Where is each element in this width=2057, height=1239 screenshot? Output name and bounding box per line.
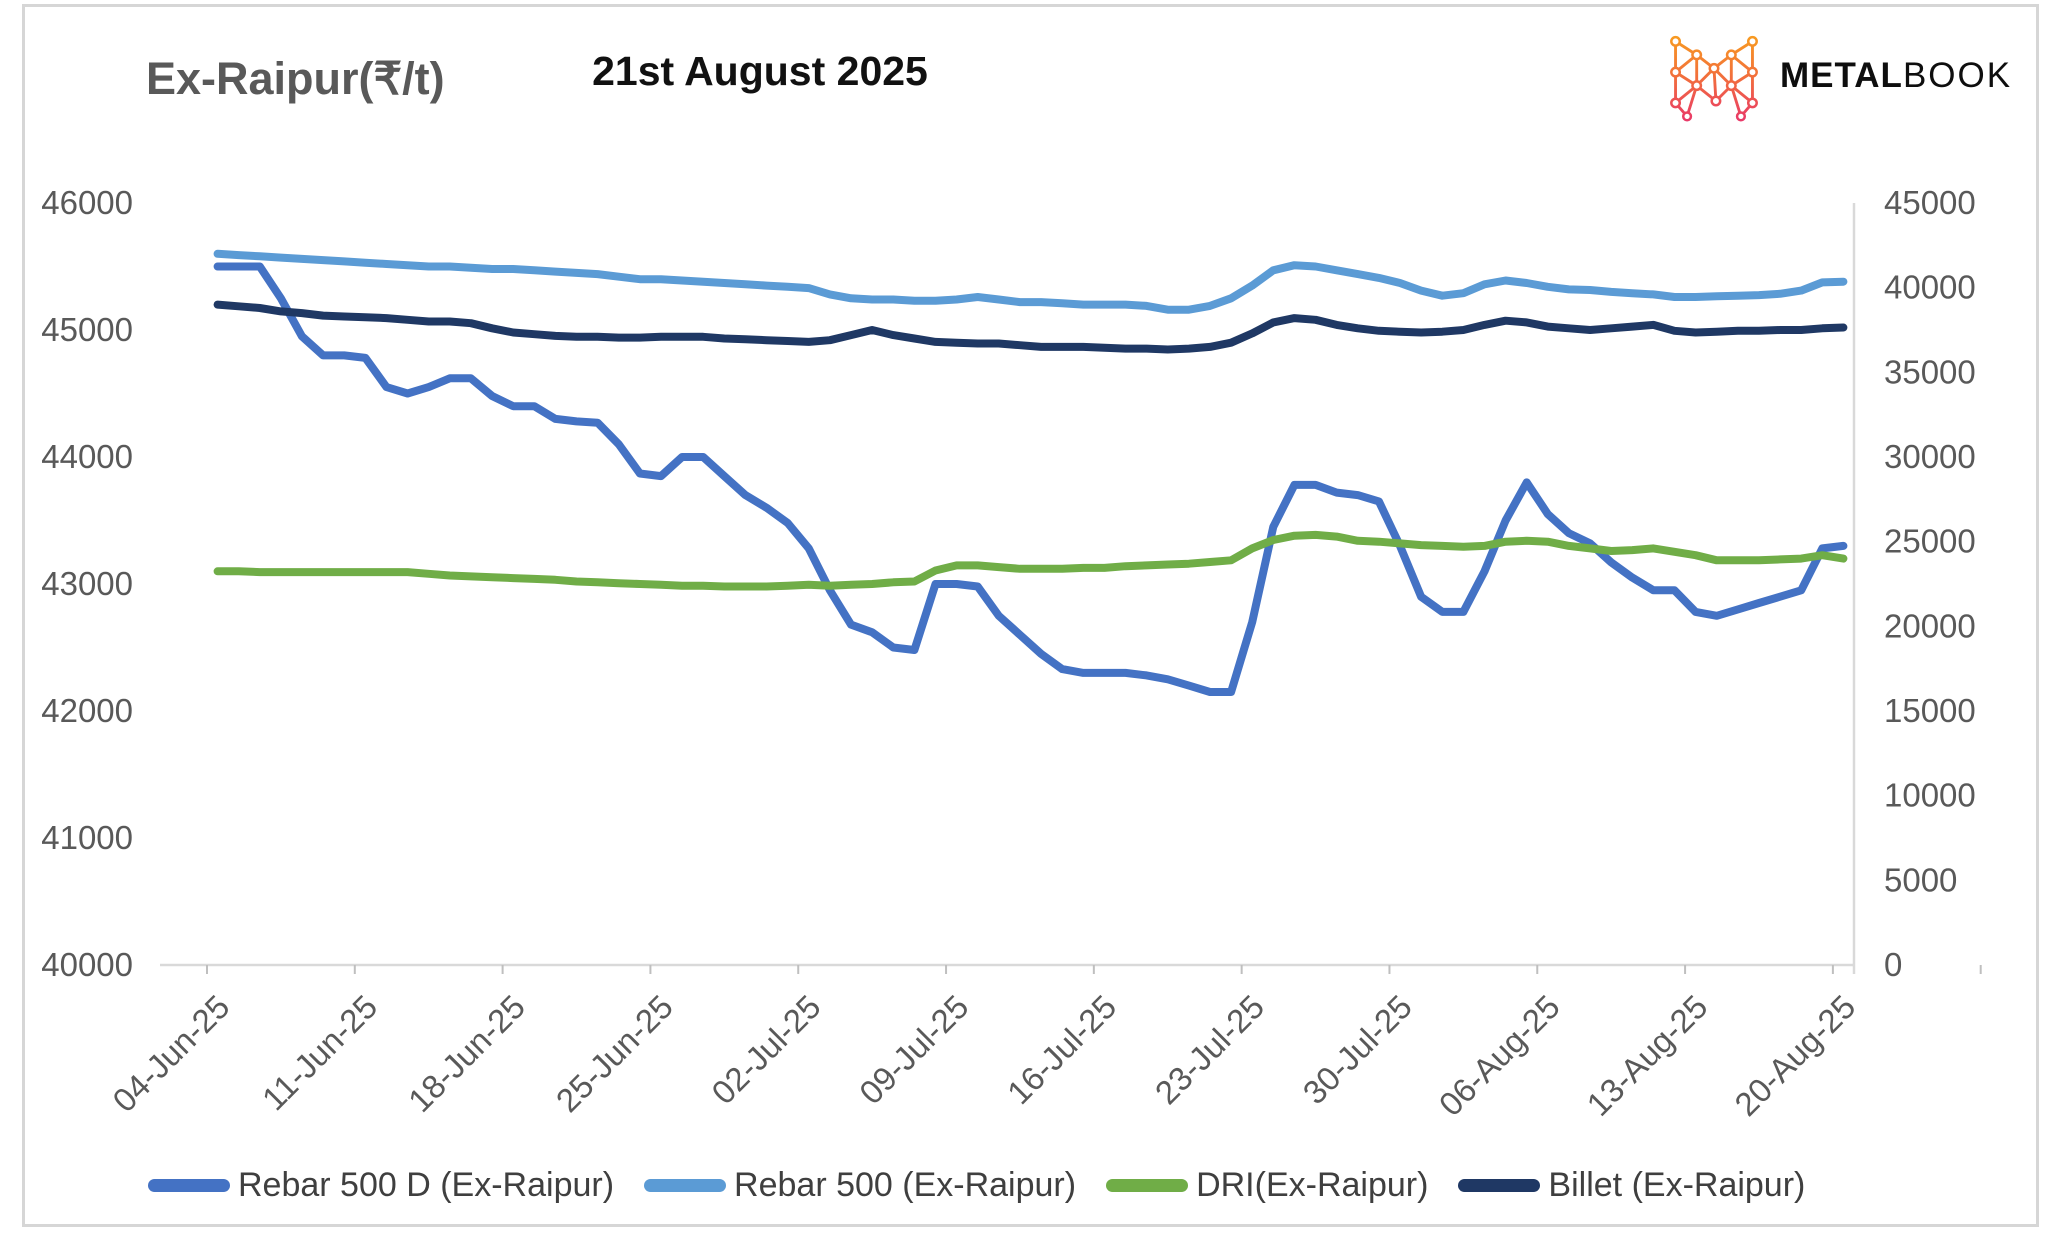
- series-line-dri-ex-raipur: [213, 530, 1848, 591]
- legend-item-dri-ex-raipur: DRI(Ex-Raipur): [1106, 1166, 1428, 1205]
- legend-label: Rebar 500 (Ex-Raipur): [734, 1166, 1077, 1204]
- right-axis-tick-label: 45000: [1884, 184, 1976, 221]
- legend-item-billet-ex-raipur: Billet (Ex-Raipur): [1458, 1166, 1805, 1205]
- left-axis-tick-label: 44000: [41, 438, 133, 475]
- left-axis-tick-label: 41000: [41, 819, 133, 856]
- right-axis-tick-label: 15000: [1884, 692, 1976, 729]
- metalbook-logo: METALBOOK: [1662, 26, 2012, 126]
- brand-wordmark-light: BOOK: [1902, 56, 2013, 95]
- legend-label: DRI(Ex-Raipur): [1196, 1166, 1429, 1204]
- series-line-billet-ex-raipur: [213, 300, 1848, 354]
- chart-legend: Rebar 500 D (Ex-Raipur) Rebar 500 (Ex-Rai…: [148, 1166, 1805, 1205]
- x-axis-date-label: 16-Jul-25: [1000, 988, 1123, 1111]
- x-axis-date-label: 23-Jul-25: [1148, 988, 1271, 1111]
- x-axis-date-label: 04-Jun-25: [105, 988, 236, 1119]
- left-axis-tick-label: 46000: [41, 184, 133, 221]
- right-axis-tick-label: 20000: [1884, 607, 1976, 644]
- right-axis-tick-label: 10000: [1884, 777, 1976, 814]
- x-axis-date-label: 30-Jul-25: [1296, 988, 1419, 1111]
- x-axis-date-label: 25-Jun-25: [549, 988, 680, 1119]
- left-axis-tick-label: 43000: [41, 565, 133, 602]
- legend-item-rebar-500-d-ex-raipur: Rebar 500 D (Ex-Raipur): [148, 1166, 614, 1205]
- x-axis-date-label: 02-Jul-25: [704, 988, 827, 1111]
- legend-label: Billet (Ex-Raipur): [1548, 1166, 1806, 1204]
- left-axis-tick-label: 40000: [41, 946, 133, 983]
- series-line-rebar-500-d-ex-raipur: [213, 262, 1848, 696]
- x-axis-date-label: 06-Aug-25: [1432, 988, 1567, 1123]
- x-axis-date-label: 18-Jun-25: [401, 988, 532, 1119]
- legend-line-swatch-icon: [1106, 1179, 1189, 1192]
- legend-label: Rebar 500 D (Ex-Raipur): [238, 1166, 615, 1204]
- series-line-rebar-500-ex-raipur: [213, 249, 1848, 314]
- metalbook-network-m-icon: [1670, 35, 1758, 122]
- right-axis-tick-label: 25000: [1884, 523, 1976, 560]
- legend-line-swatch-icon: [644, 1179, 727, 1192]
- x-axis-date-label: 13-Aug-25: [1579, 988, 1714, 1123]
- brand-wordmark-bold: METAL: [1780, 56, 1903, 95]
- right-axis-tick-label: 40000: [1884, 269, 1976, 306]
- right-axis-tick-label: 5000: [1884, 861, 1957, 898]
- right-axis-tick-label: 30000: [1884, 438, 1976, 475]
- x-axis-date-label: 20-Aug-25: [1727, 988, 1862, 1123]
- legend-line-swatch-icon: [1458, 1179, 1541, 1192]
- report-date-title: 21st August 2025: [592, 48, 928, 94]
- left-axis-tick-label: 42000: [41, 692, 133, 729]
- chart-title: Ex-Raipur(₹/t): [146, 53, 445, 104]
- brand-wordmark: METALBOOK: [1780, 56, 2012, 96]
- right-axis-tick-label: 35000: [1884, 353, 1976, 390]
- x-axis-date-label: 11-Jun-25: [255, 988, 385, 1118]
- legend-line-swatch-icon: [148, 1179, 230, 1192]
- legend-item-rebar-500-ex-raipur: Rebar 500 (Ex-Raipur): [644, 1166, 1076, 1205]
- left-axis-tick-label: 45000: [41, 311, 133, 348]
- right-axis-tick-label: 0: [1884, 946, 1902, 983]
- x-axis-date-label: 09-Jul-25: [852, 988, 975, 1111]
